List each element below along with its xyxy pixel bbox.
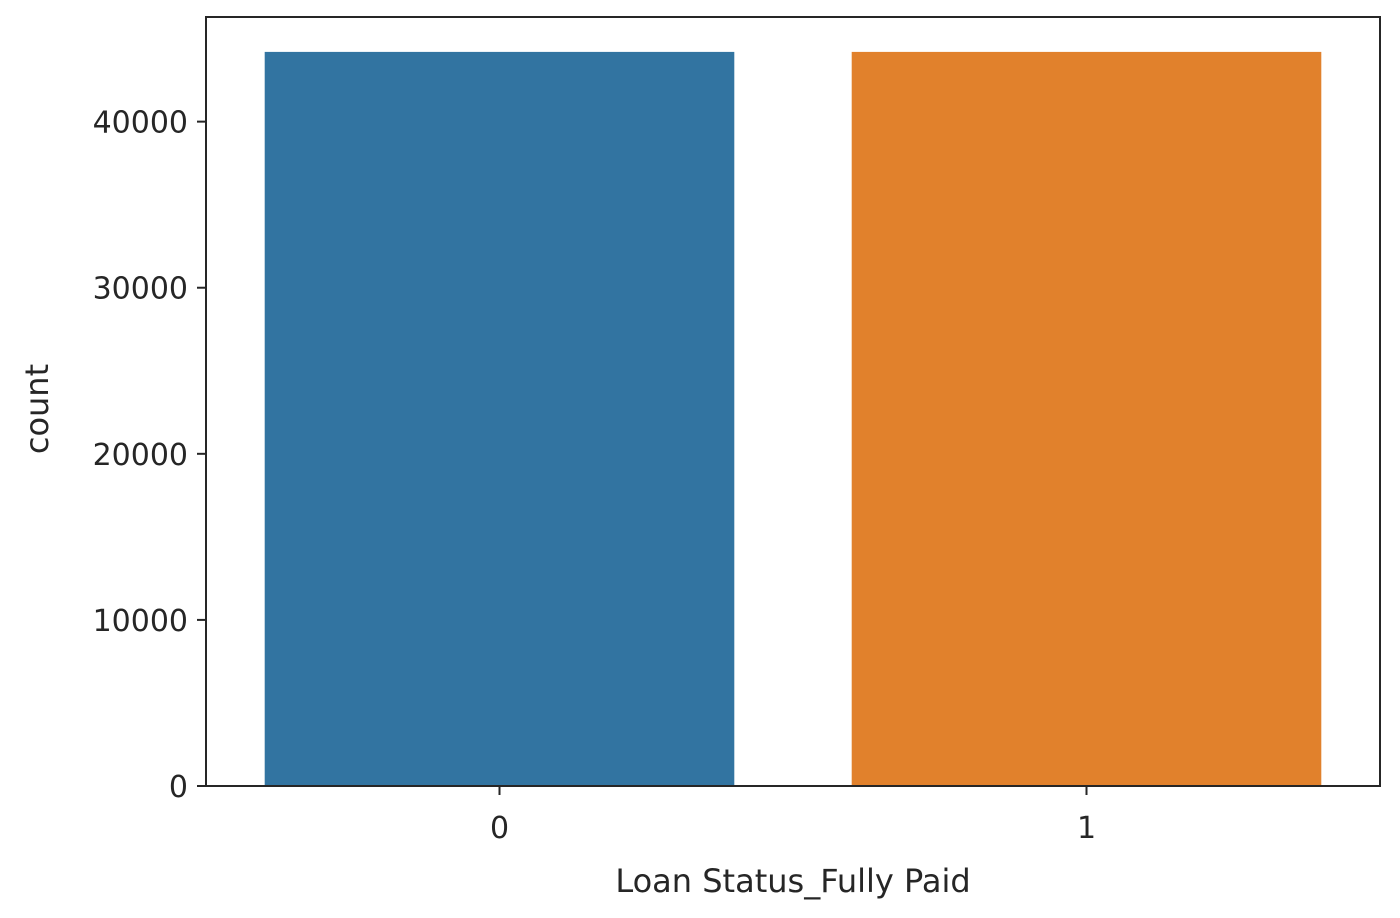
y-tick-label: 0 xyxy=(169,770,188,805)
plot-frame xyxy=(205,16,1381,787)
x-axis-label: Loan Status_Fully Paid xyxy=(615,862,970,900)
bars-layer xyxy=(264,51,1322,786)
y-tick-label: 20000 xyxy=(93,438,188,473)
bar-1 xyxy=(851,51,1322,786)
y-tick-label: 40000 xyxy=(93,106,188,141)
x-tick-label: 0 xyxy=(490,811,509,846)
ticks-layer: 0 1 0 10000 20000 30000 40000 xyxy=(93,106,1096,846)
y-axis-label: count xyxy=(18,364,56,454)
y-tick-label: 10000 xyxy=(93,604,188,639)
x-tick-label: 1 xyxy=(1077,811,1096,846)
y-tick-label: 30000 xyxy=(93,272,188,307)
bar-0 xyxy=(264,51,735,786)
